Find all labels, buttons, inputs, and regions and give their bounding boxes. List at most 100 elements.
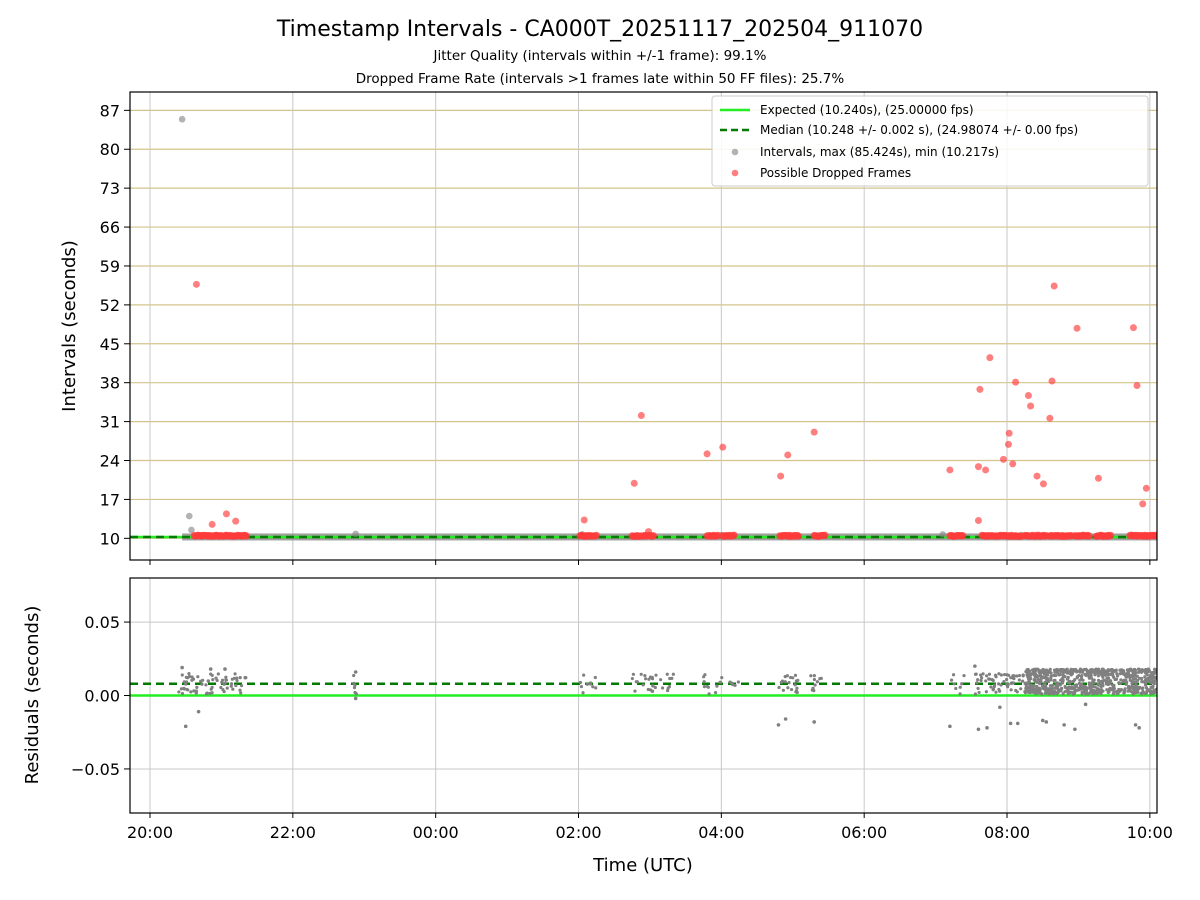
residual-point xyxy=(812,720,816,724)
residual-point xyxy=(1059,686,1064,691)
residual-point xyxy=(1038,672,1042,676)
dropped-frame-point xyxy=(592,531,600,539)
dropped-frame-point xyxy=(1133,381,1141,389)
residual-point xyxy=(1132,685,1137,689)
residual-point xyxy=(352,673,356,678)
residual-point xyxy=(1053,670,1057,674)
residual-point xyxy=(1080,670,1085,674)
residual-point xyxy=(1068,691,1072,695)
residual-point xyxy=(794,690,798,694)
residual-point xyxy=(243,676,247,680)
residual-point xyxy=(1107,690,1111,694)
residual-point xyxy=(1058,683,1062,687)
residual-point xyxy=(223,681,227,685)
residual-point xyxy=(1133,668,1138,672)
dropped-frame-point xyxy=(649,532,658,540)
residual-point xyxy=(594,686,598,690)
residual-point xyxy=(659,678,663,682)
intervals-y-tick-label: 59 xyxy=(100,257,120,276)
residual-point xyxy=(987,677,991,681)
residual-point xyxy=(1071,669,1075,674)
residual-point xyxy=(1061,678,1065,682)
residuals-y-label: Residuals (seconds) xyxy=(22,606,43,785)
residuals-y-ticks: 0.05 0.00 −0.05 xyxy=(71,613,130,779)
residual-point xyxy=(1083,702,1088,707)
residuals-panel: 0.05 0.00 −0.05 20:00 22:00 00:00 02:00 04:00 0… xyxy=(22,577,1173,842)
residual-point xyxy=(1083,685,1088,689)
dropped-frame-point xyxy=(1085,532,1093,540)
residual-point xyxy=(1129,673,1133,678)
intervals-y-tick-label: 66 xyxy=(100,218,120,237)
residual-point xyxy=(976,727,981,732)
residual-point xyxy=(718,680,722,684)
residual-point xyxy=(730,681,734,685)
dropped-frame-point xyxy=(1039,480,1047,488)
residual-point xyxy=(787,681,791,685)
residual-point xyxy=(996,682,1001,686)
residual-point xyxy=(1040,684,1045,688)
x-tick-label: 06:00 xyxy=(841,823,887,842)
legend-expected-label: Expected (10.240s), (25.00000 fps) xyxy=(760,103,974,117)
residual-point xyxy=(1044,687,1048,692)
residual-point xyxy=(1045,691,1049,695)
residual-point xyxy=(229,682,234,686)
residual-point xyxy=(1021,679,1025,683)
residual-point xyxy=(235,676,239,680)
residual-point xyxy=(1134,680,1138,684)
residual-point xyxy=(180,691,185,696)
residual-point xyxy=(180,665,184,670)
residuals-y-tick-label: 0.05 xyxy=(84,613,120,632)
residual-point xyxy=(789,687,794,692)
residual-point xyxy=(1074,668,1078,672)
residual-point xyxy=(1028,688,1032,692)
residual-point xyxy=(1133,723,1138,727)
residual-point xyxy=(353,670,358,674)
residual-point xyxy=(579,685,584,689)
residual-point xyxy=(1140,686,1144,691)
residual-point xyxy=(1059,667,1063,672)
x-tick-label: 04:00 xyxy=(698,823,744,842)
residual-point xyxy=(221,687,225,692)
intervals-panel: 10 17 24 31 38 45 52 59 66 73 80 87 Intervals (seco… xyxy=(59,91,1158,565)
residual-point xyxy=(1126,669,1130,674)
residual-point xyxy=(962,674,966,678)
intervals-data xyxy=(130,115,1157,541)
residual-point xyxy=(1110,672,1114,676)
residual-point xyxy=(977,690,981,695)
residual-point xyxy=(1134,671,1138,675)
residual-point xyxy=(1119,688,1123,692)
residual-point xyxy=(960,682,964,686)
residual-point xyxy=(353,690,357,695)
residual-point xyxy=(1088,691,1092,695)
residual-point xyxy=(949,678,954,682)
dropped-frame-point xyxy=(1027,402,1035,410)
residual-point xyxy=(984,679,988,683)
dropped-frame-point xyxy=(637,411,645,419)
residual-point xyxy=(1040,676,1044,680)
residual-point xyxy=(1146,667,1151,671)
residual-point xyxy=(1082,667,1086,672)
residual-point xyxy=(702,680,706,684)
residual-point xyxy=(809,674,813,678)
interval-point xyxy=(188,526,195,534)
residual-point xyxy=(1106,673,1110,677)
intervals-y-tick-label: 38 xyxy=(100,374,120,393)
residual-point xyxy=(210,673,214,677)
residual-point xyxy=(1048,670,1052,674)
intervals-y-tick-label: 52 xyxy=(100,296,120,315)
residual-point xyxy=(1138,685,1142,689)
residual-point xyxy=(581,691,585,695)
x-axis-label: Time (UTC) xyxy=(592,855,693,876)
residual-point xyxy=(1015,721,1020,726)
residual-point xyxy=(1079,675,1083,679)
residual-point xyxy=(239,684,244,688)
dropped-frame-point xyxy=(1046,414,1054,422)
residual-point xyxy=(238,688,242,692)
residual-point xyxy=(1122,678,1126,683)
legend: Expected (10.240s), (25.00000 fps) Media… xyxy=(711,95,1149,187)
dropped-frame-point xyxy=(1139,500,1147,508)
dropped-frame-point xyxy=(232,517,240,525)
intervals-y-tick-label: 87 xyxy=(100,101,120,120)
x-tick-label: 22:00 xyxy=(270,823,316,842)
residual-point xyxy=(1048,667,1052,671)
